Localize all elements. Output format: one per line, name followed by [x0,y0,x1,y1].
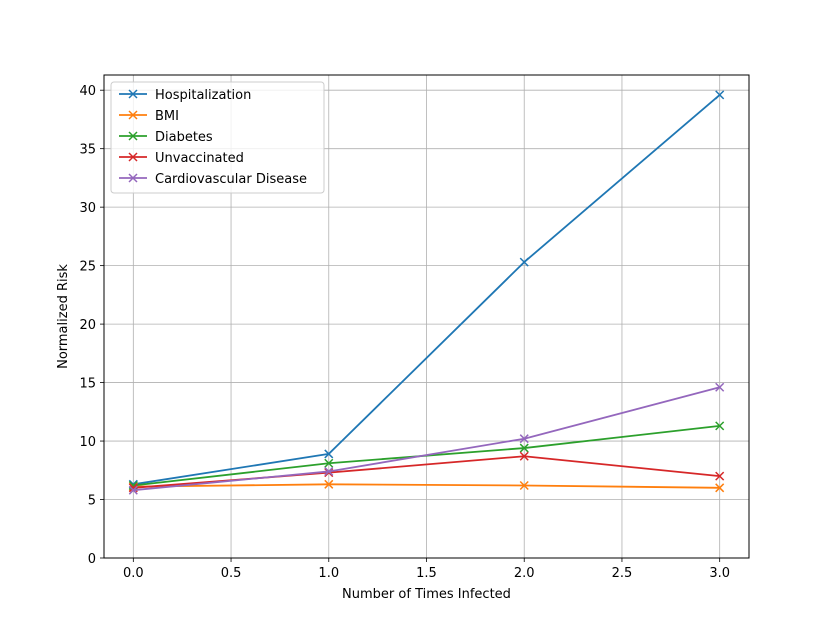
data-point-unvaccinated [715,471,725,481]
grid-lines [104,75,749,559]
data-point-cardiovascular-disease [519,434,529,444]
data-point-diabetes [324,458,334,468]
legend: Hospitalization BMI Diabetes Unvaccinated Ca… [110,81,325,194]
y-tick-label: 30 [79,201,96,216]
legend-item: Unvaccinated [119,151,244,166]
series-line-cardiovascular-disease [133,386,720,492]
data-point-hospitalization [715,90,725,100]
legend-label: Unvaccinated [155,151,244,166]
legend-item: Hospitalization [119,88,251,103]
x-tick-label: 1.5 [416,566,437,581]
x-tick-label: 2.5 [612,566,633,581]
data-point-diabetes [715,421,725,431]
y-tick-label: 10 [79,435,96,450]
y-axis: 0 5 10 15 20 25 30 35 40 [79,84,104,567]
y-axis-title: Normalized Risk [56,264,71,369]
data-point-hospitalization [519,257,529,267]
legend-item: BMI [119,109,179,124]
y-tick-label: 0 [88,552,96,567]
data-point-diabetes [519,443,529,453]
legend-label: Diabetes [155,130,213,145]
x-axis: 0.0 0.5 1.0 1.5 2.0 2.5 3.0 [123,558,730,581]
series-layer [128,90,725,495]
data-point-bmi [519,480,529,491]
legend-item: Cardiovascular Disease [119,172,307,187]
legend-marker [128,110,138,120]
series-bmi [128,479,725,493]
series-cardiovascular-disease [128,382,725,495]
y-tick-label: 25 [79,260,96,275]
legend-label: BMI [155,109,179,124]
y-tick-label: 15 [79,377,96,392]
x-tick-label: 0.0 [123,566,144,581]
y-tick-label: 5 [88,494,96,509]
y-tick-label: 40 [79,84,96,99]
y-tick-label: 20 [79,318,96,333]
x-tick-label: 0.5 [221,566,242,581]
series-line-hospitalization [133,94,721,486]
data-point-cardiovascular-disease [324,466,334,476]
legend-marker [128,131,138,141]
x-tick-label: 3.0 [709,566,730,581]
x-tick-label: 1.0 [318,566,339,581]
legend-item: Diabetes [119,130,213,145]
legend-label: Hospitalization [155,88,251,103]
data-point-unvaccinated [324,468,334,478]
data-point-unvaccinated [519,451,529,461]
legend-box [110,81,325,194]
data-point-cardiovascular-disease [128,485,138,495]
y-tick-label: 35 [79,143,96,158]
series-line-bmi [133,483,720,489]
legend-marker [128,152,138,162]
legend-marker [128,89,138,99]
data-point-bmi [324,479,334,489]
x-axis-title: Number of Times Infected [342,587,511,602]
legend-label: Cardiovascular Disease [155,172,307,187]
x-tick-label: 2.0 [514,566,535,581]
data-point-bmi [715,483,725,493]
data-point-cardiovascular-disease [715,382,725,392]
legend-marker [128,173,138,183]
data-point-hospitalization [324,449,334,459]
